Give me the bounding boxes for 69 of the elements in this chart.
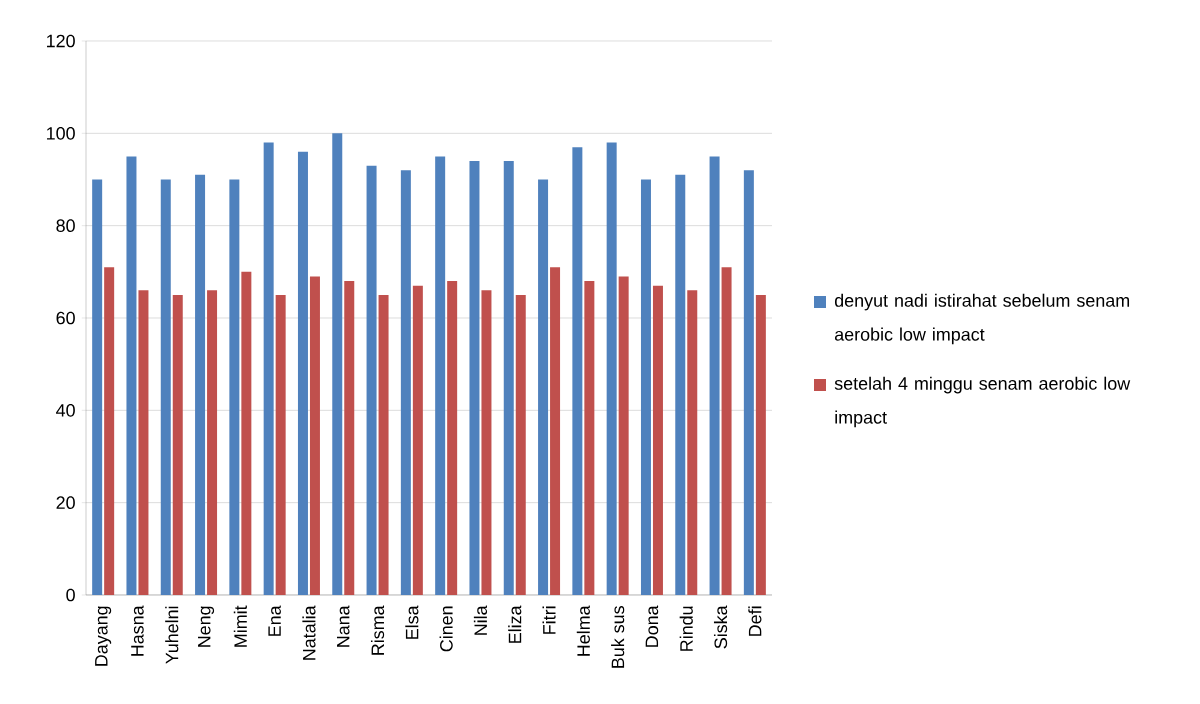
bar bbox=[721, 267, 732, 595]
x-tick-label: Siska bbox=[713, 605, 728, 649]
bar bbox=[275, 294, 286, 595]
bar bbox=[104, 267, 115, 595]
bar bbox=[447, 281, 458, 595]
x-tick-label: Hasna bbox=[131, 605, 144, 656]
x-tick-label: Defi bbox=[748, 606, 762, 636]
bar bbox=[709, 156, 720, 595]
x-tick-label: Helma bbox=[576, 605, 590, 656]
bar bbox=[640, 179, 651, 595]
x-tick-label: Fitri bbox=[542, 606, 556, 634]
bar bbox=[138, 290, 149, 595]
x-tick-label: Eliza bbox=[508, 605, 522, 643]
bar bbox=[332, 133, 343, 595]
x-tick-label: Dayang bbox=[95, 606, 112, 666]
bar bbox=[515, 294, 526, 595]
x-tick-label: Mimit bbox=[233, 605, 247, 647]
bar bbox=[160, 179, 171, 595]
bar bbox=[652, 285, 663, 595]
bar bbox=[412, 285, 423, 595]
x-tick-label: Nila bbox=[473, 605, 488, 635]
x-tick-label: Elsa bbox=[405, 605, 419, 639]
bar bbox=[755, 294, 766, 595]
y-tick-label: 100 bbox=[47, 126, 75, 140]
x-tick-label: Ena bbox=[268, 605, 281, 636]
x-tick-label: Neng bbox=[198, 606, 215, 647]
bar bbox=[743, 170, 754, 595]
bar bbox=[344, 281, 355, 595]
x-tick-label: Nana bbox=[337, 605, 350, 647]
bar bbox=[297, 151, 308, 595]
x-tick-label: Rindu bbox=[679, 606, 693, 651]
bar bbox=[687, 290, 698, 595]
bar bbox=[618, 276, 629, 595]
bar bbox=[241, 271, 252, 595]
bar bbox=[126, 156, 137, 595]
bar bbox=[584, 281, 595, 595]
bar bbox=[172, 294, 183, 595]
bar bbox=[207, 290, 218, 595]
x-tick-label: Risma bbox=[370, 605, 385, 655]
y-tick-label: 80 bbox=[56, 219, 75, 232]
y-tick-label: 20 bbox=[56, 496, 75, 509]
bar bbox=[469, 161, 480, 595]
bar bbox=[229, 179, 240, 595]
bar bbox=[572, 147, 583, 595]
bar bbox=[538, 179, 549, 595]
bar bbox=[92, 179, 103, 595]
bar bbox=[366, 165, 377, 595]
bar bbox=[400, 170, 411, 595]
bar bbox=[675, 174, 686, 595]
y-tick-label: 60 bbox=[56, 311, 75, 325]
y-tick-label: 40 bbox=[56, 403, 75, 417]
bar bbox=[503, 161, 514, 595]
x-tick-label: Yuhelni bbox=[165, 606, 179, 664]
bar bbox=[550, 267, 561, 595]
x-tick-label: Natalia bbox=[302, 605, 316, 660]
bar bbox=[309, 276, 320, 595]
bar bbox=[378, 294, 389, 595]
bar bbox=[195, 174, 206, 595]
bar bbox=[435, 156, 446, 595]
bar bbox=[481, 290, 492, 595]
x-tick-label: Dona bbox=[645, 605, 659, 647]
legend-label: denyut nadi istirahat sebelum senam aerobic low impact bbox=[834, 293, 1130, 345]
y-tick-label: 120 bbox=[47, 34, 75, 48]
x-tick-label: Cinen bbox=[439, 606, 453, 652]
bar bbox=[263, 142, 274, 595]
y-tick-label: 0 bbox=[66, 588, 75, 602]
bar bbox=[606, 142, 617, 595]
legend-label: setelah 4 minggu senam aerobic low impact bbox=[834, 376, 1131, 428]
x-tick-label: Buk sus bbox=[611, 606, 625, 668]
